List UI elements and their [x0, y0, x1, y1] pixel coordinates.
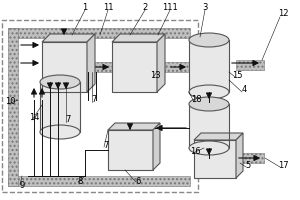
Text: 9: 9 — [20, 180, 25, 190]
Ellipse shape — [40, 75, 80, 89]
Text: 10: 10 — [5, 98, 15, 106]
Bar — [204, 148, 214, 158]
Text: 12: 12 — [278, 9, 288, 19]
Polygon shape — [108, 123, 160, 130]
Polygon shape — [40, 82, 80, 132]
Polygon shape — [153, 123, 160, 170]
Text: 13: 13 — [150, 71, 160, 79]
Bar — [157, 62, 189, 72]
Text: 1: 1 — [82, 2, 88, 11]
Polygon shape — [189, 40, 229, 92]
Text: 6: 6 — [135, 178, 141, 186]
Text: 17: 17 — [278, 160, 288, 170]
Polygon shape — [194, 133, 243, 140]
Polygon shape — [42, 34, 95, 42]
Text: 7: 7 — [91, 96, 97, 104]
Ellipse shape — [40, 125, 80, 139]
Text: 7: 7 — [65, 116, 71, 124]
Polygon shape — [157, 34, 165, 92]
Text: 2: 2 — [142, 2, 148, 11]
Bar — [8, 28, 18, 186]
Text: 8: 8 — [77, 178, 83, 186]
Text: 5: 5 — [245, 160, 250, 170]
Text: 111: 111 — [162, 2, 178, 11]
Text: 14: 14 — [29, 114, 39, 122]
Polygon shape — [112, 42, 157, 92]
Polygon shape — [194, 140, 236, 178]
Text: 18: 18 — [191, 96, 201, 104]
Bar — [8, 176, 190, 186]
Polygon shape — [189, 104, 229, 148]
Bar — [2, 20, 198, 192]
Ellipse shape — [189, 97, 229, 111]
Text: 4: 4 — [242, 86, 247, 95]
Polygon shape — [112, 34, 165, 42]
Ellipse shape — [189, 33, 229, 47]
Polygon shape — [42, 42, 87, 92]
Polygon shape — [87, 34, 95, 92]
Text: 7: 7 — [103, 140, 109, 150]
Bar — [87, 62, 112, 72]
Ellipse shape — [189, 141, 229, 155]
Text: 15: 15 — [232, 71, 242, 79]
Ellipse shape — [189, 85, 229, 99]
Polygon shape — [108, 130, 153, 170]
Polygon shape — [236, 133, 243, 178]
Bar — [236, 153, 264, 163]
Bar — [236, 60, 264, 70]
Text: 3: 3 — [202, 2, 208, 11]
Text: 16: 16 — [190, 148, 200, 156]
Text: 11: 11 — [103, 2, 113, 11]
Bar — [8, 28, 190, 38]
